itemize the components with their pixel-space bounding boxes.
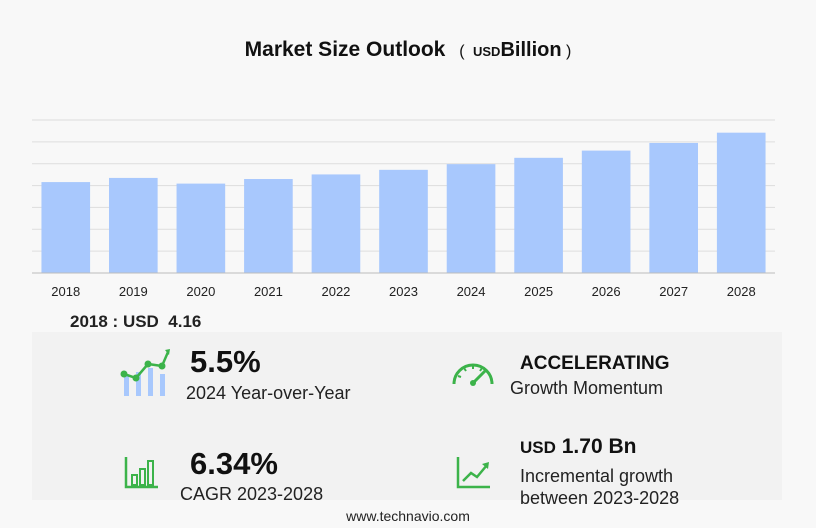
- momentum-value: ACCELERATING: [520, 353, 670, 374]
- bar-2021: [244, 179, 293, 273]
- bar-2023: [379, 169, 428, 273]
- x-tick-label: 2028: [727, 284, 756, 299]
- base-amount: 4.16: [168, 312, 202, 331]
- momentum-label: Growth Momentum: [510, 378, 664, 398]
- bar-chart-icon: [124, 457, 158, 489]
- stats-panel: [32, 332, 782, 500]
- base-year: 2018: [70, 312, 108, 331]
- bar-2026: [581, 150, 631, 273]
- bar-2024: [446, 164, 496, 273]
- footer-source: www.technavio.com: [346, 508, 470, 524]
- incremental-label-1: Incremental growth: [520, 466, 674, 486]
- x-tick-label: 2020: [186, 284, 215, 299]
- title-unit: ( USDBillion ): [459, 39, 572, 61]
- bar-2027: [649, 142, 698, 273]
- bar-2022: [311, 174, 361, 273]
- x-tick-label: 2018: [51, 284, 80, 299]
- chart-title: Market Size Outlook ( USDBillion ): [0, 38, 816, 62]
- title-unit-prefix: USD: [473, 44, 501, 59]
- yoy-label: 2024 Year-over-Year: [186, 383, 351, 403]
- base-value: 2018 : USD 4.16: [70, 312, 202, 331]
- x-tick-label: 2025: [524, 284, 553, 299]
- title-unit-name: Billion: [500, 39, 562, 61]
- trend-line-icon: [456, 457, 490, 489]
- x-tick-label: 2027: [659, 284, 688, 299]
- bar-2019: [109, 177, 158, 273]
- bar-chart: 2018 2019 2020 2021 2022 2023 2024 2025 2026 2027…: [32, 119, 775, 299]
- incremental-value: USD 1.70 Bn: [520, 435, 636, 459]
- bar-2018: [41, 182, 91, 273]
- bar-2020: [176, 183, 226, 273]
- x-tick-label: 2019: [119, 284, 148, 299]
- x-tick-label: 2023: [389, 284, 418, 299]
- x-tick-label: 2022: [321, 284, 350, 299]
- incremental-prefix: USD: [520, 438, 556, 457]
- x-tick-label: 2024: [457, 284, 486, 299]
- incremental-label-2: between 2023-2028: [520, 488, 680, 508]
- cagr-label: CAGR 2023-2028: [180, 484, 324, 504]
- x-tick-label: 2026: [592, 284, 621, 299]
- x-tick-label: 2021: [254, 284, 283, 299]
- bar-2028: [716, 132, 766, 273]
- bar-growth-icon: [120, 349, 170, 396]
- title-text: Market Size Outlook: [244, 38, 446, 61]
- base-prefix: USD: [122, 312, 159, 331]
- yoy-value: 5.5%: [190, 344, 261, 379]
- cagr-value: 6.34%: [190, 446, 278, 481]
- incremental-amount: 1.70 Bn: [561, 435, 637, 458]
- speedometer-icon: [452, 363, 494, 386]
- bar-2025: [514, 157, 563, 273]
